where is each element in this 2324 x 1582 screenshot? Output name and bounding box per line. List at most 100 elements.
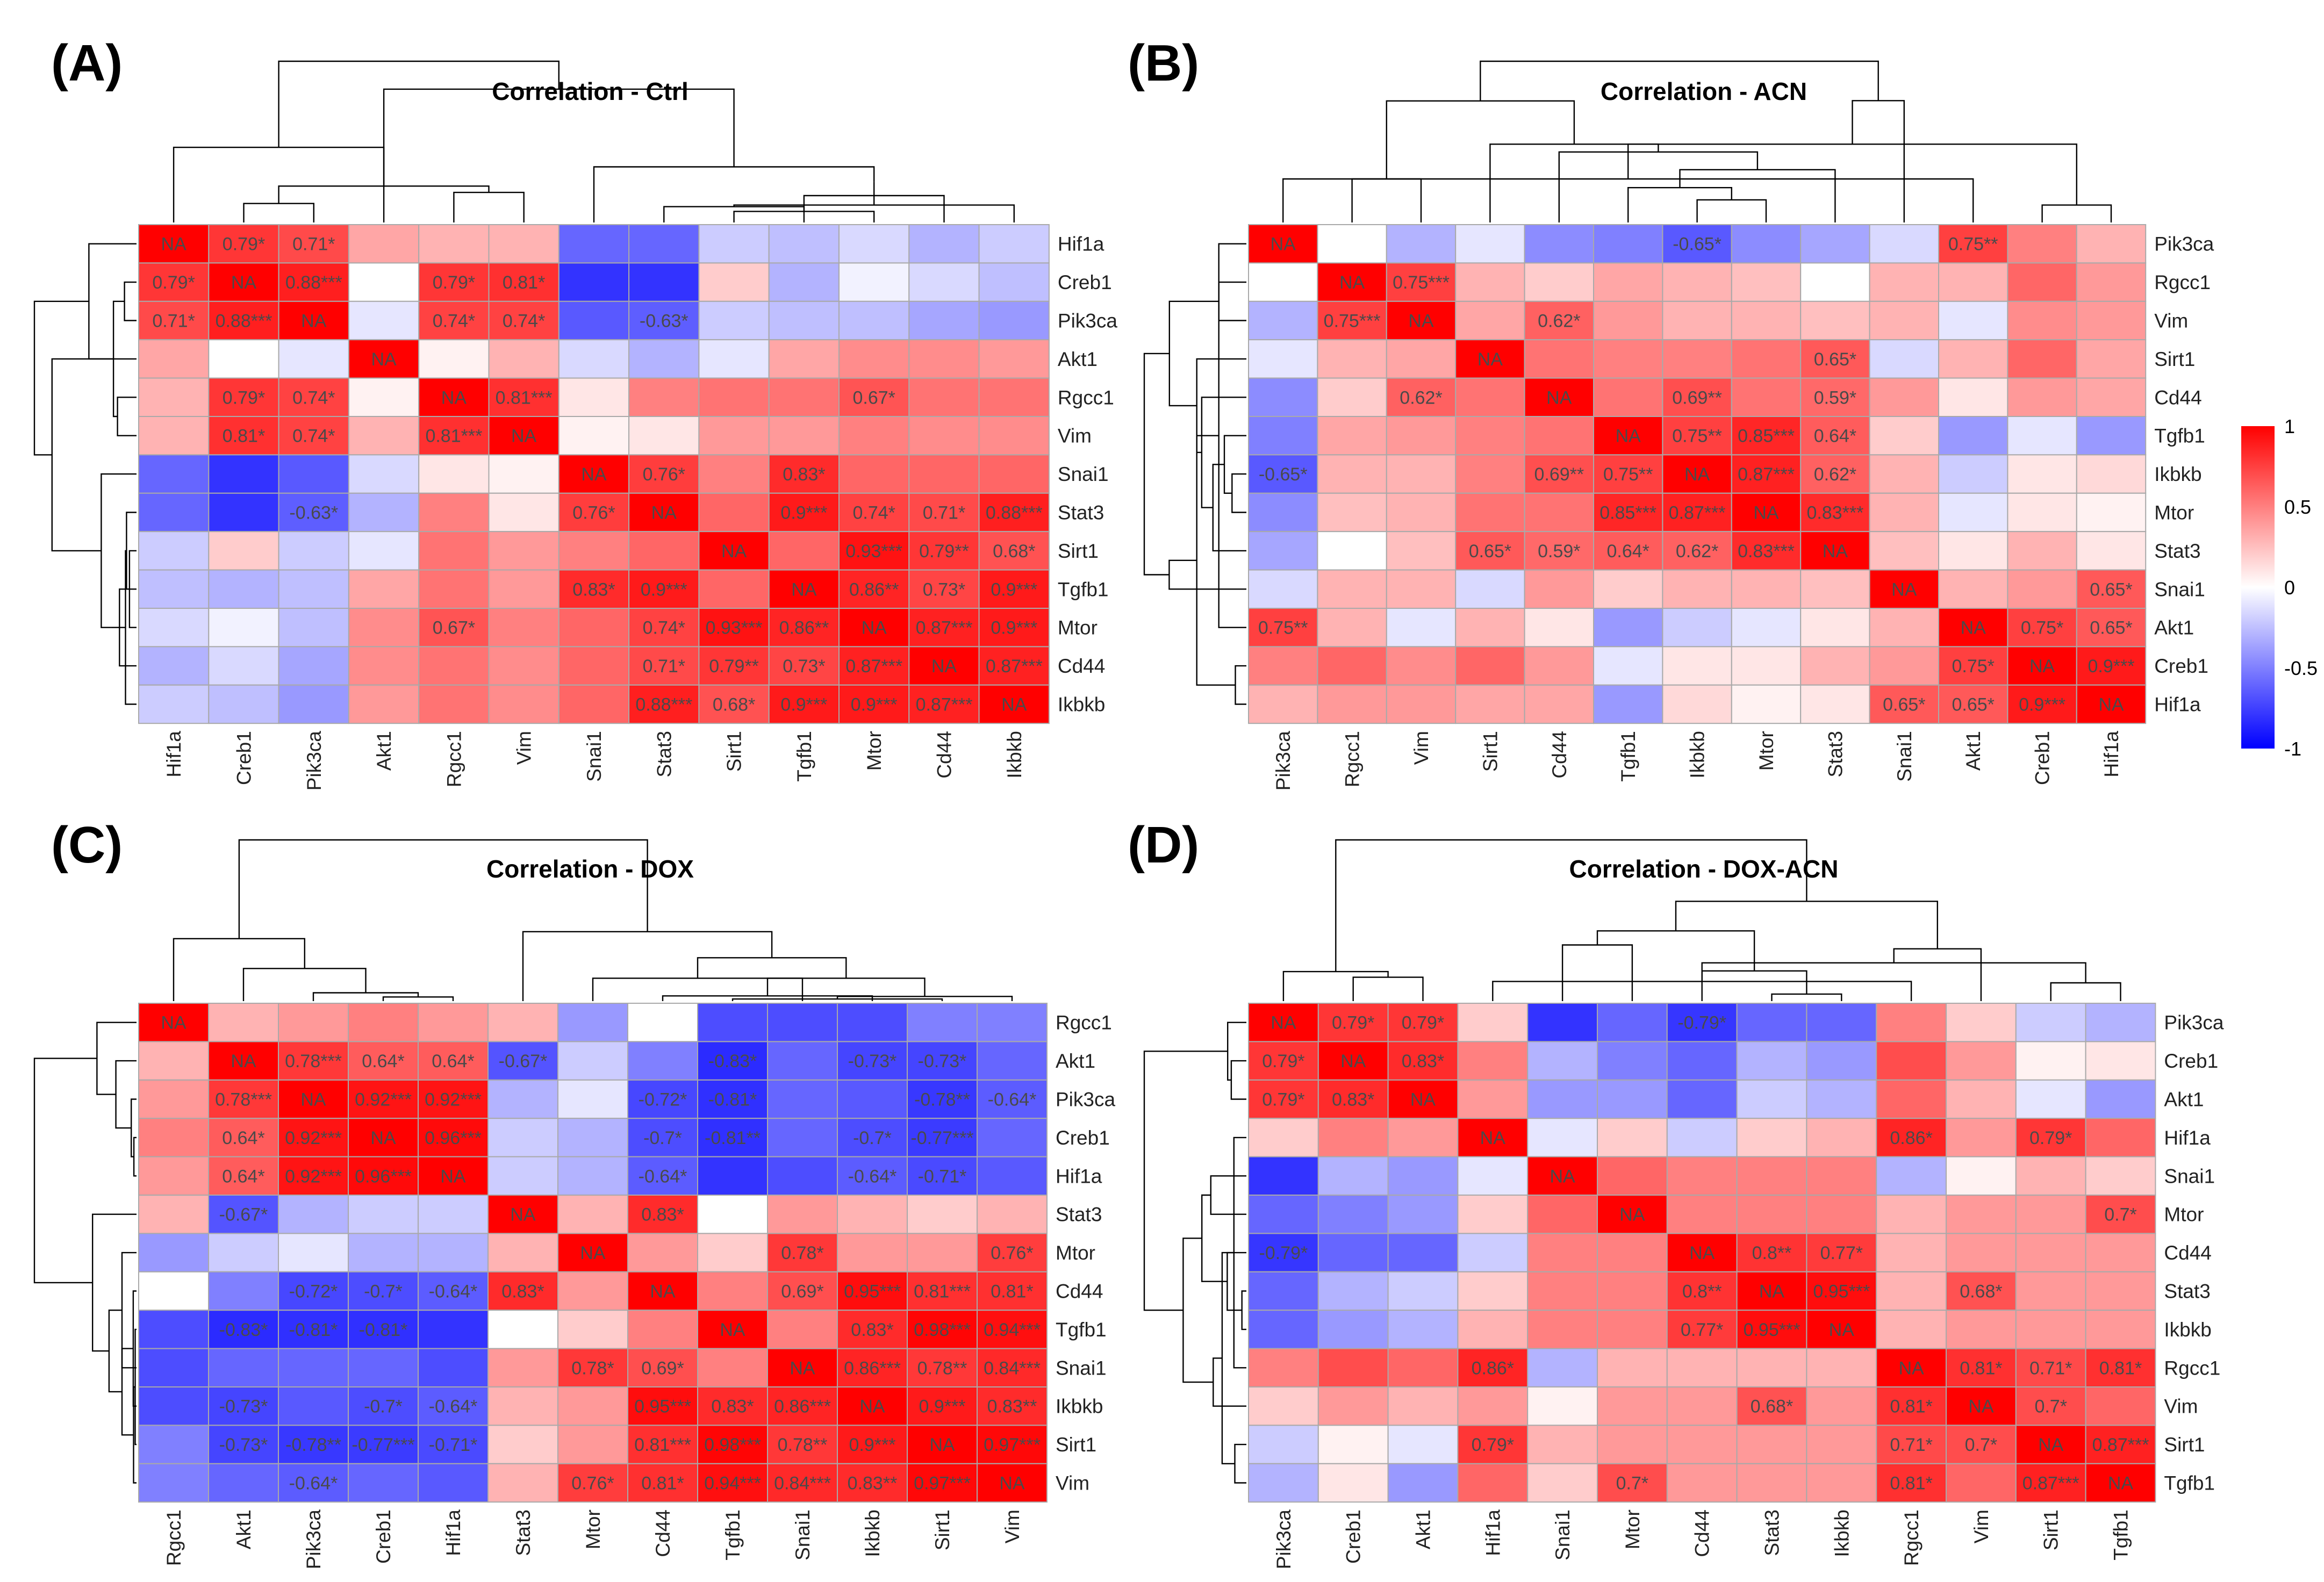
row-label: Creb1 (1056, 1127, 1110, 1149)
column-label: Vim (513, 731, 535, 765)
cell-value-label: NA (1546, 387, 1572, 408)
heatmap-cell (1524, 224, 1595, 264)
color-legend-bar (2241, 426, 2275, 749)
cell-value-label: 0.9*** (641, 579, 687, 600)
heatmap-cell (768, 339, 840, 379)
column-label: Tgfb1 (1617, 731, 1639, 782)
heatmap-cell (1248, 300, 1318, 341)
heatmap-cell (1387, 1463, 1459, 1503)
heatmap-cell (1386, 377, 1457, 417)
heatmap-cell (1876, 1003, 1947, 1042)
heatmap-cell (278, 339, 349, 379)
heatmap-cell (1317, 1271, 1389, 1311)
cell-value-label: 0.79* (223, 234, 265, 255)
cell-value-label: 0.79** (919, 541, 969, 562)
heatmap-cell (977, 1271, 1048, 1311)
heatmap-cell (1731, 300, 1802, 341)
column-dendrogram-branch (1480, 60, 1879, 101)
cell-value-label: 0.68* (1751, 1397, 1793, 1417)
heatmap-cell (1248, 262, 1318, 302)
color-legend: 1 0.5 0 -0.5 -1 (2241, 415, 2318, 760)
heatmap-cell (1662, 492, 1732, 533)
heatmap-cell (908, 454, 980, 494)
heatmap-cell (1248, 224, 1318, 264)
heatmap-cell (1317, 646, 1387, 686)
heatmap-cell (768, 300, 840, 341)
panel-b-label: (B) (1128, 34, 1199, 92)
cell-value-label: 0.78*** (285, 1051, 342, 1072)
cell-value-label: 0.86** (779, 618, 829, 638)
heatmap-cell (978, 569, 1050, 609)
heatmap-cell (418, 1425, 489, 1464)
column-label: Creb1 (1343, 1509, 1365, 1564)
heatmap-cell (138, 684, 210, 724)
heatmap-cell (278, 569, 349, 609)
cell-value-label: NA (1968, 1397, 1994, 1417)
cell-value-label: -0.71* (918, 1166, 967, 1186)
column-label: Mtor (582, 1509, 604, 1549)
cell-value-label: NA (791, 579, 817, 600)
heatmap-cell (768, 224, 840, 264)
heatmap-cell (488, 492, 560, 533)
cell-value-label: 0.97*** (914, 1473, 971, 1494)
heatmap-cell (627, 1425, 698, 1464)
cell-value-label: 0.8** (1682, 1282, 1722, 1302)
heatmap-cell (348, 1310, 419, 1349)
row-label: Snai1 (2164, 1165, 2215, 1187)
heatmap-cell (138, 1425, 209, 1464)
heatmap-cell (1806, 1271, 1877, 1311)
heatmap-cell (348, 416, 420, 456)
cell-value-label: 0.87*** (916, 618, 973, 638)
heatmap-cell (1386, 416, 1457, 456)
heatmap-cell (838, 569, 910, 609)
cell-value-label: 0.9*** (851, 695, 898, 715)
heatmap-cell (1876, 1195, 1947, 1234)
heatmap-cell (1524, 531, 1595, 571)
heatmap-cell (1317, 1310, 1389, 1349)
heatmap-cell (767, 1156, 838, 1196)
cell-value-label: NA (1339, 272, 1365, 293)
cell-value-label: 0.81*** (634, 1435, 691, 1455)
panel-a-heatmap: NA 0.79* 0.71* 0.79* NA 0.88*** 0.79* 0.81* 0.71… (138, 224, 1117, 790)
cell-value-label: NA (859, 1397, 885, 1417)
heatmap-cell (208, 569, 279, 609)
heatmap-cell (138, 416, 210, 456)
heatmap-cell (2085, 1425, 2156, 1464)
row-label: Mtor (1056, 1242, 1095, 1264)
heatmap-cell (1527, 1003, 1598, 1042)
heatmap-cell (1248, 1156, 1319, 1196)
heatmap-cell (557, 1348, 628, 1388)
heatmap-cell (138, 531, 210, 571)
heatmap-cell (1527, 1348, 1598, 1388)
cell-value-label: -0.73* (219, 1397, 268, 1417)
column-label: Vim (1410, 731, 1432, 765)
heatmap-cell (208, 339, 279, 379)
heatmap-cell (1527, 1310, 1598, 1349)
heatmap-cell (348, 1463, 419, 1503)
heatmap-cell (1938, 416, 2009, 456)
column-label: Pik3ca (303, 731, 325, 790)
heatmap-cell (418, 454, 490, 494)
heatmap-cell (2076, 684, 2147, 724)
heatmap-cell (1876, 1348, 1947, 1388)
heatmap-cell (1666, 1310, 1738, 1349)
heatmap-cell (1938, 262, 2009, 302)
panel-c-label: (C) (51, 816, 123, 874)
cell-value-label: 0.73* (783, 656, 825, 677)
heatmap-cell (278, 1233, 349, 1272)
heatmap-cell (418, 646, 490, 686)
row-label: Stat3 (1058, 502, 1104, 524)
heatmap-cell (698, 608, 770, 648)
heatmap-cell (1869, 339, 1940, 379)
heatmap-cell (978, 454, 1050, 494)
panel-c: (C) Correlation - DOX NA NA 0.78*** 0.64* 0.… (33, 816, 1115, 1569)
cell-value-label: NA (2098, 695, 2124, 715)
row-label: Creb1 (2154, 655, 2208, 677)
heatmap-cell (838, 416, 910, 456)
cell-value-label: 0.95*** (1744, 1320, 1801, 1340)
cell-value-label: 0.71* (292, 234, 335, 255)
cell-value-label: 0.64* (222, 1166, 264, 1186)
cell-value-label: 0.75* (1952, 656, 1994, 677)
heatmap-cell (1317, 1386, 1389, 1426)
heatmap-cell (1317, 1348, 1389, 1388)
